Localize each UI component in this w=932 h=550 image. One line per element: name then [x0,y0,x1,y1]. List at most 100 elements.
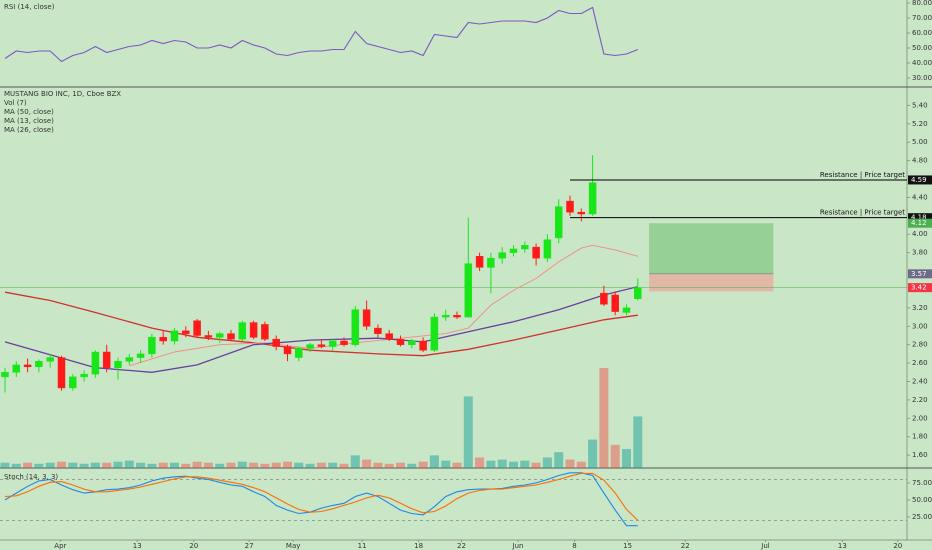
volume-bar [34,463,44,468]
x-tick-label: 11 [358,542,367,550]
volume-bar [509,461,518,468]
candle-body [204,335,213,338]
entry-label: 3.57 [911,270,927,278]
x-tick-label: 27 [245,542,254,550]
volume-bar [237,461,247,468]
y-tick-label: 2.60 [912,359,928,367]
volume-bar [90,462,100,468]
candle-body [227,333,235,340]
y-tick-label: 4.00 [912,230,928,238]
last-price-label: 3.42 [911,284,927,292]
x-tick-label: 8 [572,542,576,550]
volume-bar [170,462,179,468]
candle-body [295,348,303,358]
candle-body [69,376,77,389]
candle-body [374,327,382,334]
level-axis-tag [908,213,932,223]
y-tick-label: 80.00 [912,0,932,7]
candle-body [577,211,586,215]
x-tick-label: May [286,542,300,550]
candle-body [148,337,156,355]
candle-body [182,330,190,334]
level-axis-tag [908,175,932,185]
volume-bar [68,462,78,468]
symbol-legend: MUSTANG BIO INC, 1D, Cboe BZX [4,90,121,98]
candle-body [588,182,597,215]
y-tick-label: 40.00 [912,59,932,67]
volume-bar [497,459,507,468]
volume-bar [0,462,10,468]
volume-bar [542,457,552,468]
y-tick-label: 2.40 [912,377,928,385]
candle-body [272,338,280,347]
y-tick-label: 2.80 [912,341,928,349]
volume-bar [11,463,21,468]
y-tick-label: 2.20 [912,396,928,404]
candle-body [159,337,167,342]
volume-bar [192,461,202,468]
y-tick-label: 70.00 [912,14,932,22]
candle-body [622,307,631,313]
y-tick-label: 3.00 [912,322,928,330]
volume-bar [565,459,575,468]
volume-bar [475,457,485,468]
rsi-legend: RSI (14, close) [4,3,55,11]
volume-bar [622,449,631,468]
ma-legend: MA (50, close) [4,108,54,116]
y-tick-label: 5.40 [912,101,928,109]
volume-bar [429,455,439,468]
y-tick-label: 50.00 [912,44,932,52]
x-tick-label: 20 [189,542,198,550]
y-tick-label: 75.00 [912,479,932,487]
volume-bar [79,463,89,468]
candle-body [261,324,269,340]
target-tag [908,218,932,228]
indicator-line [4,472,639,521]
volume-bar [226,462,236,468]
stoch-legend: Stoch (14, 3, 3) [4,473,58,481]
last-price-tag [908,283,932,293]
volume-bar [136,462,146,468]
volume-bar [486,460,496,468]
volume-bar [418,461,428,468]
y-tick-label: 4.80 [912,157,928,165]
candle-body [249,322,258,338]
level-annotation: Resistance | Price target [820,209,905,217]
x-tick-label: 13 [133,542,142,550]
y-tick-label: 4.40 [912,193,928,201]
y-tick-label: 3.80 [912,249,928,257]
y-tick-label: 25.00 [912,513,932,521]
volume-bar [45,462,55,468]
volume-bar [181,463,191,468]
candle-body [328,340,337,347]
candle-body [35,360,43,368]
volume-bar [328,462,338,468]
volume-bar [283,461,292,468]
ma-legend: MA (26, close) [4,126,54,134]
x-tick-label: Jun [512,542,524,550]
y-tick-label: 2.00 [912,414,928,422]
candle-body [419,340,427,351]
volume-bar [203,462,213,468]
volume-bar [520,460,530,468]
candle-body [521,245,529,250]
candle-body [317,344,326,347]
candle-body [532,246,540,259]
moving-average [129,244,638,367]
candle-body [340,340,348,345]
candle-body [215,333,224,338]
volume-bar [124,460,134,468]
volume-bar [452,462,462,468]
volume-bar [350,455,360,468]
candle-body [57,357,66,389]
candle-body [23,364,32,368]
x-tick-label: 15 [623,542,632,550]
y-tick-label: 50.00 [912,496,932,504]
volume-bar [249,462,259,468]
volume-bar [339,463,349,468]
target-label: 4.12 [911,219,927,227]
x-tick-label: 22 [681,542,690,550]
candle-body [12,364,21,373]
